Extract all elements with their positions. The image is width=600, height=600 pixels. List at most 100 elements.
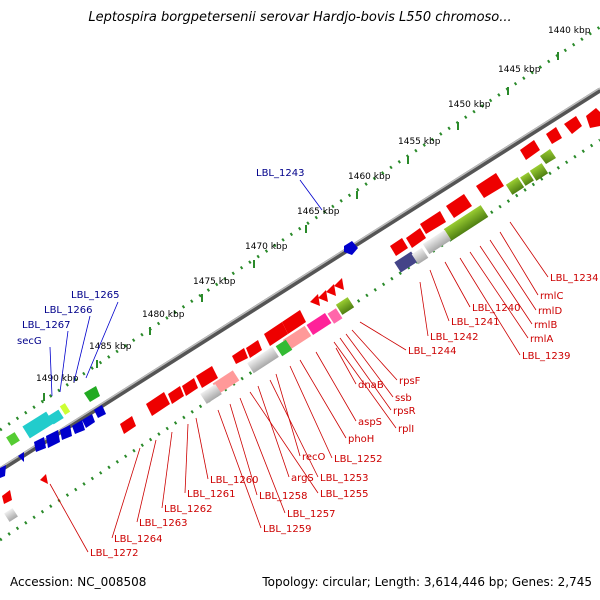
gene-reverse[interactable] (232, 348, 248, 364)
gene-label[interactable]: LBL_1243 (256, 168, 304, 179)
leader-line (489, 239, 537, 311)
gene-reverse[interactable] (390, 238, 408, 256)
gene-label[interactable]: secG (17, 336, 42, 347)
gene-reverse[interactable] (275, 339, 293, 357)
gene-reverse[interactable] (394, 251, 418, 273)
gene-label[interactable]: LBL_1240 (472, 303, 520, 314)
gene-reverse[interactable] (326, 284, 336, 296)
gene-label[interactable]: rmlC (540, 291, 563, 302)
gene-label[interactable]: LBL_1255 (320, 489, 368, 500)
gene-reverse[interactable] (505, 177, 525, 195)
gene-reverse[interactable] (529, 163, 549, 181)
gene-forward[interactable] (82, 414, 95, 428)
gene-label[interactable]: dnaB (358, 380, 384, 391)
gene-label[interactable]: LBL_1263 (139, 518, 187, 529)
gene-reverse[interactable] (246, 340, 262, 358)
gene-reverse[interactable] (306, 312, 332, 336)
leader-line (479, 245, 533, 325)
gene-reverse[interactable] (200, 384, 222, 404)
gene-label[interactable]: rmlA (530, 334, 553, 345)
gene-reverse[interactable] (564, 116, 582, 134)
gene-label[interactable]: rpsR (393, 406, 416, 417)
gene-forward[interactable] (60, 425, 72, 440)
gene-label[interactable]: LBL_1267 (22, 320, 70, 331)
gene-reverse[interactable] (443, 205, 489, 241)
gene-reverse[interactable] (4, 508, 18, 522)
gene-reverse[interactable] (586, 108, 600, 128)
gene-reverse[interactable] (212, 370, 240, 394)
gene-label[interactable]: LBL_1234 (550, 273, 598, 284)
gene-reverse[interactable] (282, 325, 312, 351)
gene-forward[interactable] (46, 430, 60, 448)
gene-reverse[interactable] (2, 490, 12, 504)
gene-forward[interactable] (48, 409, 64, 425)
gene-label[interactable]: LBL_1241 (451, 317, 499, 328)
gene-reverse[interactable] (446, 194, 472, 218)
gene-reverse[interactable] (327, 308, 343, 324)
gene-forward[interactable] (72, 420, 85, 434)
gene-reverse[interactable] (334, 278, 344, 290)
gene-label[interactable]: rmlB (534, 320, 557, 331)
gene-label[interactable]: ssb (395, 393, 412, 404)
gene-label[interactable]: rplI (398, 424, 414, 435)
gene-label[interactable]: phoH (348, 434, 374, 445)
gene-label[interactable]: LBL_1239 (522, 351, 570, 362)
gene-reverse[interactable] (420, 211, 446, 234)
scale-label: 1440 kbp (548, 26, 591, 36)
gene-reverse[interactable] (146, 392, 170, 416)
gene-forward[interactable] (18, 452, 24, 462)
reverse-genes (2, 108, 600, 522)
gene-forward[interactable] (59, 403, 71, 415)
gene-label[interactable]: LBL_1257 (287, 509, 335, 520)
gene-reverse[interactable] (520, 140, 540, 160)
gene-reverse[interactable] (310, 294, 320, 306)
gene-forward[interactable] (0, 465, 6, 478)
gene-reverse[interactable] (318, 290, 328, 302)
gene-reverse[interactable] (520, 172, 534, 186)
gene-label[interactable]: LBL_1252 (334, 454, 382, 465)
gene-reverse[interactable] (264, 322, 288, 346)
gene-label[interactable]: recO (302, 452, 326, 463)
gene-reverse[interactable] (282, 310, 306, 334)
gene-label[interactable]: LBL_1272 (90, 548, 138, 559)
gene-reverse[interactable] (335, 297, 355, 315)
gene-label[interactable]: aspS (358, 417, 382, 428)
gene-forward[interactable] (22, 411, 54, 439)
gene-label[interactable]: LBL_1264 (114, 534, 162, 545)
gene-label[interactable]: LBL_1261 (187, 489, 235, 500)
gene-reverse[interactable] (196, 366, 218, 388)
gene-label[interactable]: LBL_1260 (210, 475, 258, 486)
gene-label[interactable]: argS (291, 473, 314, 484)
gene-label[interactable]: LBL_1266 (44, 305, 92, 316)
gene-reverse[interactable] (540, 149, 556, 164)
leader-line (184, 423, 189, 494)
gene-reverse[interactable] (406, 228, 426, 248)
gene-reverse[interactable] (422, 229, 452, 255)
scale-label: 1450 kbp (448, 100, 491, 110)
gene-reverse[interactable] (40, 474, 48, 484)
scale-label: 1445 kbp (498, 65, 541, 75)
gene-label[interactable]: LBL_1253 (320, 473, 368, 484)
gene-label[interactable]: LBL_1262 (164, 504, 212, 515)
backbone (0, 87, 600, 473)
gene-label[interactable]: LBL_1265 (71, 290, 119, 301)
gene-forward[interactable] (84, 386, 100, 402)
leader-line (359, 321, 407, 351)
gene-reverse[interactable] (546, 127, 562, 144)
gene-label[interactable]: rmlD (538, 306, 562, 317)
gene-forward[interactable] (34, 437, 46, 452)
gene-reverse[interactable] (411, 247, 429, 265)
gene-forward[interactable] (94, 405, 106, 418)
gene-label[interactable]: LBL_1242 (430, 332, 478, 343)
gene-label[interactable]: LBL_1244 (408, 346, 456, 357)
gene-label[interactable]: LBL_1259 (263, 524, 311, 535)
gene-label[interactable]: LBL_1258 (259, 491, 307, 502)
gene-reverse[interactable] (247, 346, 279, 374)
gene-reverse[interactable] (476, 173, 504, 198)
gene-forward[interactable] (344, 241, 358, 255)
gene-forward[interactable] (6, 432, 20, 446)
gene-reverse[interactable] (168, 386, 184, 404)
gene-reverse[interactable] (120, 416, 136, 434)
gene-label[interactable]: rpsF (399, 376, 421, 387)
gene-reverse[interactable] (182, 378, 198, 396)
